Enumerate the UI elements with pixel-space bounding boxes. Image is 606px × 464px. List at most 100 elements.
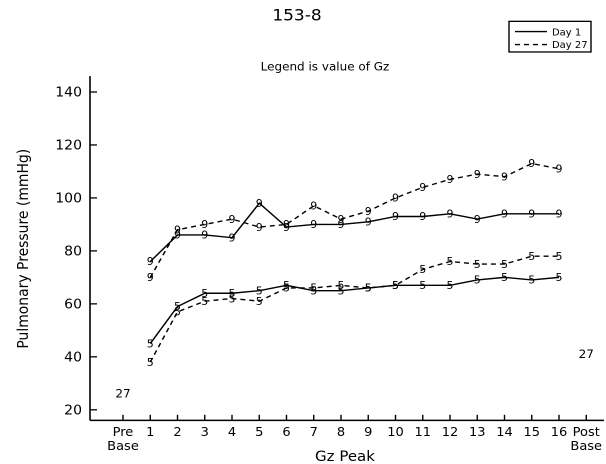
series-point-marker: 9 (228, 213, 235, 226)
series-point-marker: 5 (474, 274, 481, 287)
series-point-marker: 9 (228, 232, 235, 245)
series-point-marker: 9 (419, 211, 426, 224)
series-point-marker: 5 (256, 285, 263, 298)
baseline-point: 27 (115, 387, 130, 400)
series-point-marker: 9 (256, 221, 263, 234)
series-point-marker: 9 (365, 216, 372, 229)
series-point-marker: 5 (446, 256, 453, 269)
series-point-marker: 5 (310, 282, 317, 295)
x-tick-label: Pre (113, 425, 134, 439)
series-point-marker: 9 (310, 200, 317, 213)
series-point-marker: 5 (337, 285, 344, 298)
legend-label-day27: Day 27 (552, 41, 588, 52)
series-point-marker: 9 (283, 221, 290, 234)
series-point-marker: 5 (147, 338, 154, 351)
series-point-marker: 5 (419, 279, 426, 292)
series-point-marker: 9 (147, 271, 154, 284)
series-point-marker: 5 (310, 285, 317, 298)
x-tick-label: 11 (414, 425, 431, 439)
y-tick-label: 120 (55, 138, 82, 153)
series-point-marker: 9 (474, 168, 481, 181)
series-point-marker: 9 (555, 208, 562, 221)
series-point-marker: 9 (365, 205, 372, 218)
series-point-marker: 9 (174, 224, 181, 237)
x-tick-label: 15 (523, 425, 540, 439)
series-point-marker: 9 (446, 208, 453, 221)
x-tick-label: 3 (201, 425, 209, 439)
y-tick-label: 80 (64, 244, 82, 259)
series-point-marker: 5 (446, 279, 453, 292)
x-tick-label: 8 (337, 425, 345, 439)
series-point-marker: 5 (228, 293, 235, 306)
series-point-marker: 5 (256, 295, 263, 308)
chart-title: Legend is value of Gz (261, 60, 390, 73)
figure-id: 153-8 (272, 6, 321, 24)
x-axis-label: Gz Peak (315, 450, 376, 464)
x-tick-label: 2 (173, 425, 181, 439)
series-point-marker: 5 (501, 258, 508, 271)
series-point-marker: 9 (392, 192, 399, 205)
x-tick-label: 16 (551, 425, 568, 439)
x-tick-label: 5 (255, 425, 263, 439)
y-axis-label: Pulmonary Pressure (mmHg) (16, 149, 33, 349)
x-tick-label: 13 (469, 425, 486, 439)
series-point-marker: 5 (201, 295, 208, 308)
series-point-marker: 5 (365, 282, 372, 295)
series-point-marker: 9 (501, 171, 508, 184)
x-tick-label: 1 (146, 425, 154, 439)
series-point-marker: 5 (174, 306, 181, 319)
series-point-marker: 9 (555, 163, 562, 176)
legend-label-day1: Day 1 (552, 28, 581, 39)
series-line-3 (149, 255, 559, 363)
series-point-marker: 9 (201, 229, 208, 242)
series-point-marker: 5 (147, 356, 154, 369)
series-line-1 (149, 162, 560, 278)
x-tick-label-2: Base (570, 439, 602, 453)
series-point-marker: 9 (337, 213, 344, 226)
legend: Day 1 Day 27 (508, 20, 592, 53)
series-point-marker: 9 (337, 218, 344, 231)
series-point-marker: 5 (228, 287, 235, 300)
series-point-marker: 9 (174, 229, 181, 242)
series-line-0 (149, 202, 559, 262)
series-line-2 (149, 276, 560, 344)
series-point-marker: 5 (555, 250, 562, 263)
series-point-marker: 5 (392, 279, 399, 292)
series-point-marker: 9 (283, 218, 290, 231)
x-tick-label: 7 (310, 425, 318, 439)
series-point-marker: 5 (419, 264, 426, 277)
x-tick-label-2: Base (107, 439, 139, 453)
lines-layer (149, 162, 560, 363)
series-point-marker: 9 (528, 208, 535, 221)
y-tick-label: 140 (55, 85, 82, 100)
x-tick-label: 14 (496, 425, 513, 439)
series-point-marker: 5 (528, 274, 535, 287)
series-point-marker: 5 (337, 279, 344, 292)
x-tick-label: 4 (228, 425, 236, 439)
y-tick-label: 20 (64, 403, 82, 418)
series-point-marker: 9 (147, 256, 154, 269)
series-point-marker: 5 (283, 282, 290, 295)
series-point-marker: 5 (392, 279, 399, 292)
series-point-marker: 5 (174, 301, 181, 314)
y-tick-label: 60 (64, 297, 82, 312)
x-tick-label: 6 (282, 425, 290, 439)
series-point-marker: 5 (528, 250, 535, 263)
series-point-marker: 5 (555, 271, 562, 284)
series-point-marker: 9 (446, 173, 453, 186)
x-tick-label: 9 (364, 425, 372, 439)
y-tick-label: 40 (64, 350, 82, 365)
series-point-marker: 5 (201, 287, 208, 300)
series-point-marker: 9 (419, 181, 426, 194)
legend-box (508, 20, 592, 53)
series-point-marker: 9 (256, 197, 263, 210)
x-tick-label: Post (573, 425, 600, 439)
series-point-marker: 5 (474, 258, 481, 271)
series-point-marker: 9 (474, 213, 481, 226)
x-tick-label: 10 (387, 425, 404, 439)
series-point-marker: 9 (310, 218, 317, 231)
series-point-marker: 9 (528, 158, 535, 171)
y-tick-label: 100 (55, 191, 82, 206)
